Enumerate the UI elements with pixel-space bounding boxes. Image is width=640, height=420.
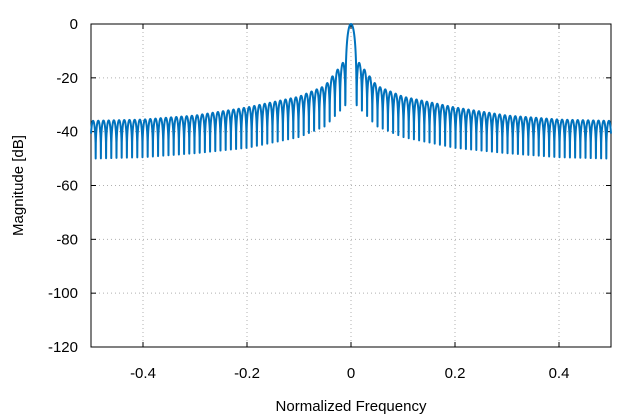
x-tick-label: 0.4 [549,365,570,382]
magnitude-response-line [90,23,612,160]
y-tick-label: -40 [56,124,78,141]
x-tick-label: 0 [347,365,355,382]
y-tick-label: -120 [48,339,78,356]
x-axis-label: Normalized Frequency [276,398,427,415]
y-tick-label: -20 [56,70,78,87]
y-axis-label: Magnitude [dB] [10,135,27,236]
x-tick-label: -0.4 [130,365,156,382]
ticks: -0.4 -0.2 0 0.2 0.4 0 -20 -40 -60 -80 -100 -120 [48,16,611,382]
grid [91,23,611,348]
y-tick-label: -60 [56,178,78,195]
y-tick-label: -80 [56,231,78,248]
series [90,23,612,160]
y-tick-label: -100 [48,285,78,302]
y-tick-label: 0 [70,16,78,33]
x-tick-label: -0.2 [234,365,260,382]
x-tick-label: 0.2 [445,365,466,382]
